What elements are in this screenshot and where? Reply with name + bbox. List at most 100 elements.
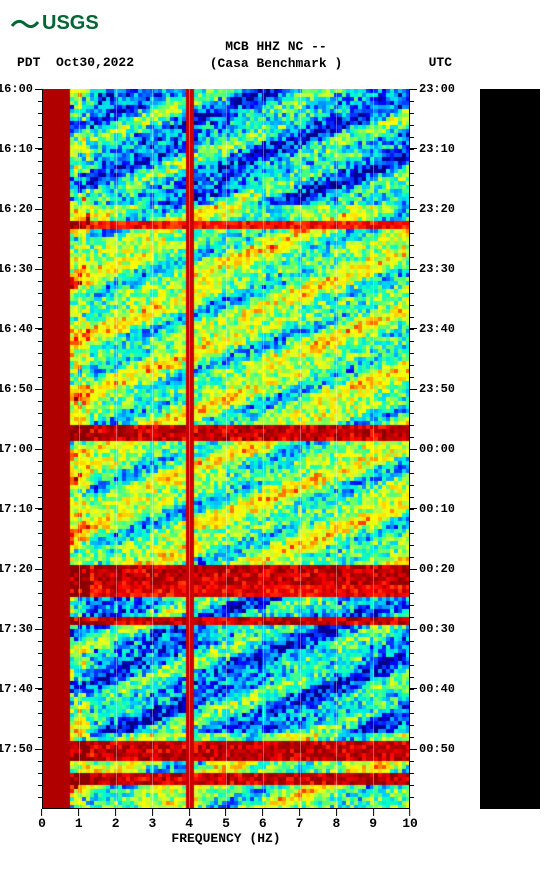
ytick-minor-r [410,581,414,582]
ytick-minor-r [410,473,414,474]
ytick-minor-r [410,281,414,282]
ytick-minor-r [410,449,414,450]
ytick-left: 16:50 [0,382,42,396]
header-left: PDT Oct30,2022 [17,55,134,70]
ytick-minor-r [410,425,414,426]
ytick-right: 23:10 [410,142,455,156]
ytick-minor-r [410,761,414,762]
gridline [336,89,337,809]
gridline [152,89,153,809]
ytick-left: 17:30 [0,622,42,636]
ytick-minor-r [410,293,414,294]
ytick-minor-r [410,257,414,258]
ytick-minor-r [410,521,414,522]
ytick-minor-r [410,437,414,438]
ytick-left: 16:30 [0,262,42,276]
gridline [116,89,117,809]
xtick: 0 [38,809,46,831]
xtick: 3 [148,809,156,831]
gridline [300,89,301,809]
tz-right: UTC [429,55,452,70]
ytick-minor-r [410,233,414,234]
gridline [189,89,190,809]
ytick-minor-r [410,353,414,354]
ytick-minor-r [410,701,414,702]
ytick-minor-r [410,785,414,786]
ytick-minor-r [410,713,414,714]
ytick-left: 16:40 [0,322,42,336]
ytick-left: 16:00 [0,82,42,96]
ytick-right: 23:30 [410,262,455,276]
spectrogram-plot [42,89,410,809]
ytick-minor-r [410,665,414,666]
ytick-minor-r [410,413,414,414]
gridline [263,89,264,809]
ytick-minor-r [410,101,414,102]
ytick-minor-r [410,185,414,186]
ytick-left: 17:50 [0,742,42,756]
usgs-logo: USGS [10,8,105,36]
ytick-right: 00:40 [410,682,455,696]
xtick: 6 [259,809,267,831]
ytick-minor-r [410,305,414,306]
ytick-minor-r [410,533,414,534]
ytick-right: 23:50 [410,382,455,396]
ytick-minor-r [410,593,414,594]
ytick-minor-r [410,461,414,462]
xtick: 5 [222,809,230,831]
x-axis-label: FREQUENCY (HZ) [171,831,280,846]
ytick-minor-r [410,161,414,162]
ytick-minor-r [410,773,414,774]
ytick-minor-r [410,617,414,618]
ytick-minor-r [410,569,414,570]
ytick-minor-r [410,725,414,726]
ytick-right: 00:20 [410,562,455,576]
ytick-minor-r [410,677,414,678]
gridline [226,89,227,809]
ytick-minor-r [410,389,414,390]
ytick-minor-r [410,629,414,630]
ytick-minor-r [410,545,414,546]
ytick-minor-r [410,653,414,654]
ytick-left: 17:10 [0,502,42,516]
ytick-minor-r [410,365,414,366]
ytick-minor-r [410,89,414,90]
ytick-minor-r [410,497,414,498]
ytick-minor-r [410,329,414,330]
x-axis: FREQUENCY (HZ) 012345678910 [42,809,410,849]
ytick-right: 23:20 [410,202,455,216]
ytick-minor-r [410,641,414,642]
ytick-minor-r [410,737,414,738]
ytick-minor-r [410,689,414,690]
tz-left: PDT [17,55,40,70]
gridline [79,89,80,809]
ytick-minor-r [410,149,414,150]
ytick-minor-r [410,509,414,510]
xtick: 8 [332,809,340,831]
ytick-minor-r [410,245,414,246]
xtick: 10 [402,809,418,831]
ytick-minor-r [410,197,414,198]
ytick-minor-r [410,557,414,558]
ytick-minor-r [410,401,414,402]
ytick-minor-r [410,317,414,318]
y-axis-left: 16:0016:1016:2016:3016:4016:5017:0017:10… [0,89,42,809]
ytick-minor-r [410,749,414,750]
ytick-minor-r [410,173,414,174]
svg-text:USGS: USGS [42,12,99,34]
ytick-left: 16:10 [0,142,42,156]
ytick-left: 16:20 [0,202,42,216]
ytick-left: 17:40 [0,682,42,696]
ytick-minor-r [410,269,414,270]
ytick-right: 00:00 [410,442,455,456]
xtick: 2 [112,809,120,831]
ytick-right: 23:40 [410,322,455,336]
ytick-minor-r [410,209,414,210]
ytick-right: 23:00 [410,82,455,96]
ytick-left: 17:20 [0,562,42,576]
ytick-minor-r [410,605,414,606]
xtick: 4 [185,809,193,831]
ytick-minor-r [410,113,414,114]
ytick-right: 00:50 [410,742,455,756]
station-code: MCB HHZ NC -- [225,39,326,54]
